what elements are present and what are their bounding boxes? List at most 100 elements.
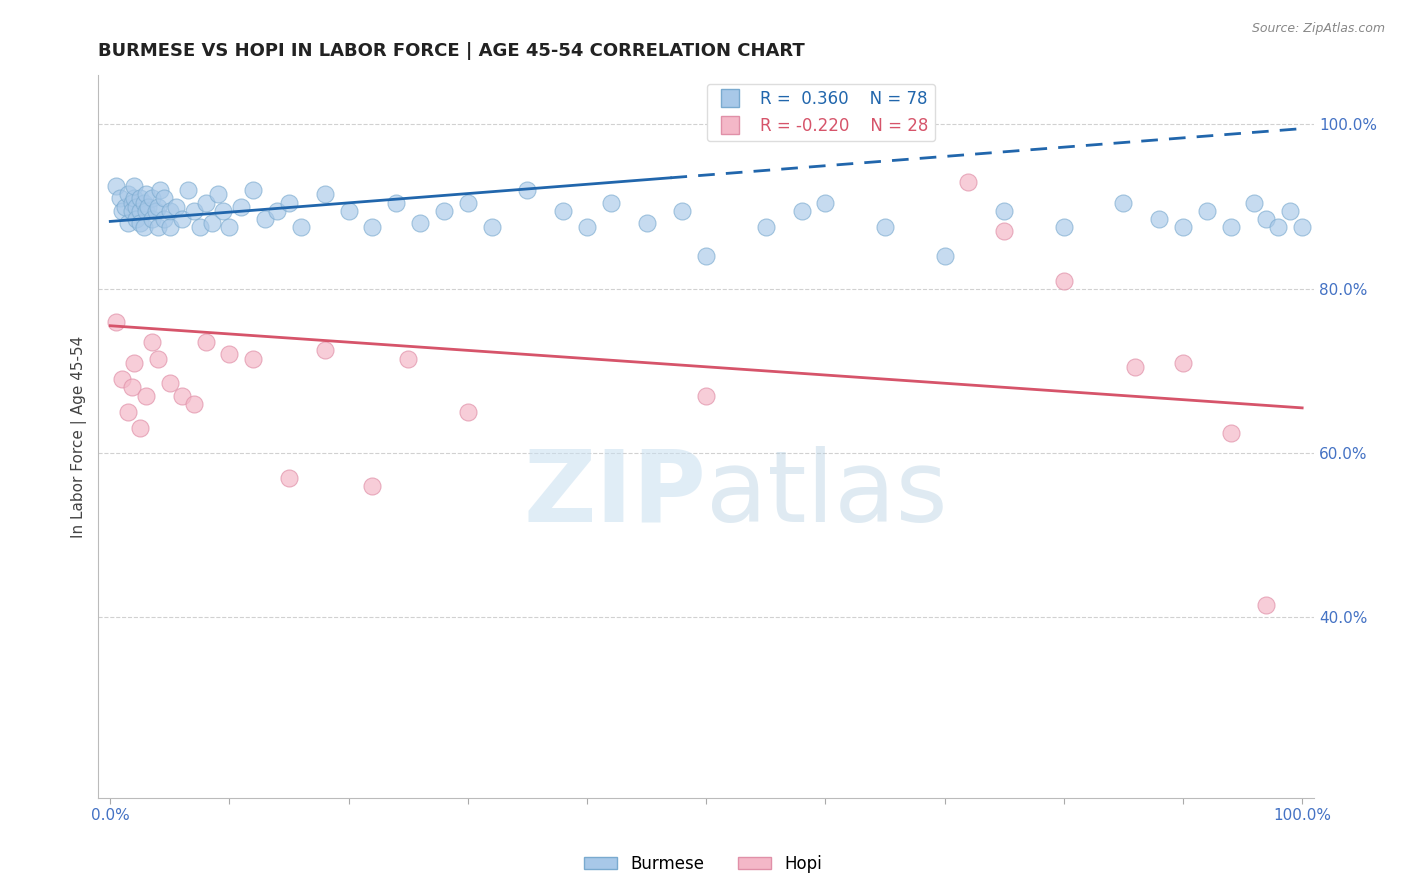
Text: ZIP: ZIP bbox=[523, 446, 706, 543]
Point bbox=[457, 405, 479, 419]
Point bbox=[117, 187, 139, 202]
Point bbox=[1256, 598, 1278, 612]
Point bbox=[207, 187, 229, 202]
Point bbox=[1171, 356, 1194, 370]
Point bbox=[108, 191, 131, 205]
Point bbox=[111, 372, 134, 386]
Point bbox=[337, 203, 360, 218]
Point bbox=[141, 335, 163, 350]
Point bbox=[1219, 425, 1241, 440]
Point bbox=[129, 203, 152, 218]
Point bbox=[117, 216, 139, 230]
Point bbox=[218, 347, 240, 361]
Point bbox=[183, 203, 205, 218]
Point bbox=[135, 203, 157, 218]
Point bbox=[132, 220, 155, 235]
Point bbox=[135, 388, 157, 402]
Point bbox=[1171, 220, 1194, 235]
Text: BURMESE VS HOPI IN LABOR FORCE | AGE 45-54 CORRELATION CHART: BURMESE VS HOPI IN LABOR FORCE | AGE 45-… bbox=[98, 42, 806, 60]
Point bbox=[149, 183, 172, 197]
Point bbox=[671, 203, 693, 218]
Point bbox=[111, 203, 134, 218]
Point bbox=[159, 203, 181, 218]
Point bbox=[1256, 211, 1278, 226]
Point bbox=[125, 200, 148, 214]
Point bbox=[433, 203, 456, 218]
Point bbox=[138, 200, 160, 214]
Point bbox=[105, 315, 128, 329]
Point bbox=[1147, 211, 1170, 226]
Point bbox=[553, 203, 575, 218]
Point bbox=[242, 351, 264, 366]
Point bbox=[159, 220, 181, 235]
Legend: R =  0.360    N = 78, R = -0.220    N = 28: R = 0.360 N = 78, R = -0.220 N = 28 bbox=[707, 84, 935, 141]
Point bbox=[145, 203, 167, 218]
Point bbox=[153, 191, 176, 205]
Point bbox=[873, 220, 896, 235]
Text: atlas: atlas bbox=[706, 446, 948, 543]
Point bbox=[636, 216, 658, 230]
Point bbox=[1123, 359, 1146, 374]
Point bbox=[278, 471, 301, 485]
Point bbox=[114, 200, 136, 214]
Point bbox=[409, 216, 432, 230]
Point bbox=[385, 195, 408, 210]
Point bbox=[993, 203, 1015, 218]
Point bbox=[396, 351, 419, 366]
Point bbox=[934, 249, 956, 263]
Point bbox=[755, 220, 778, 235]
Point bbox=[993, 224, 1015, 238]
Point bbox=[695, 249, 717, 263]
Point bbox=[1112, 195, 1135, 210]
Point bbox=[457, 195, 479, 210]
Point bbox=[194, 335, 217, 350]
Point bbox=[218, 220, 240, 235]
Point bbox=[481, 220, 503, 235]
Legend: Burmese, Hopi: Burmese, Hopi bbox=[576, 848, 830, 880]
Point bbox=[177, 183, 200, 197]
Point bbox=[957, 175, 980, 189]
Point bbox=[814, 195, 837, 210]
Point bbox=[599, 195, 621, 210]
Point bbox=[183, 397, 205, 411]
Point bbox=[242, 183, 264, 197]
Point bbox=[135, 187, 157, 202]
Point bbox=[278, 195, 301, 210]
Point bbox=[212, 203, 235, 218]
Point bbox=[132, 195, 155, 210]
Point bbox=[314, 343, 336, 358]
Point bbox=[361, 479, 384, 493]
Point bbox=[1219, 220, 1241, 235]
Point bbox=[121, 203, 143, 218]
Point bbox=[361, 220, 384, 235]
Point bbox=[121, 195, 143, 210]
Point bbox=[146, 200, 169, 214]
Point bbox=[266, 203, 288, 218]
Point bbox=[122, 179, 145, 194]
Point bbox=[117, 405, 139, 419]
Point bbox=[159, 376, 181, 391]
Point bbox=[1195, 203, 1218, 218]
Point bbox=[188, 220, 211, 235]
Y-axis label: In Labor Force | Age 45-54: In Labor Force | Age 45-54 bbox=[72, 335, 87, 538]
Point bbox=[146, 220, 169, 235]
Point bbox=[516, 183, 538, 197]
Point bbox=[122, 191, 145, 205]
Point bbox=[1267, 220, 1289, 235]
Point bbox=[1243, 195, 1265, 210]
Point bbox=[141, 191, 163, 205]
Point bbox=[153, 211, 176, 226]
Point bbox=[231, 200, 253, 214]
Point bbox=[170, 388, 193, 402]
Point bbox=[170, 211, 193, 226]
Point bbox=[290, 220, 312, 235]
Point bbox=[105, 179, 128, 194]
Point bbox=[1279, 203, 1302, 218]
Point bbox=[200, 216, 222, 230]
Point bbox=[122, 356, 145, 370]
Point bbox=[790, 203, 813, 218]
Text: Source: ZipAtlas.com: Source: ZipAtlas.com bbox=[1251, 22, 1385, 36]
Point bbox=[129, 191, 152, 205]
Point bbox=[194, 195, 217, 210]
Point bbox=[146, 351, 169, 366]
